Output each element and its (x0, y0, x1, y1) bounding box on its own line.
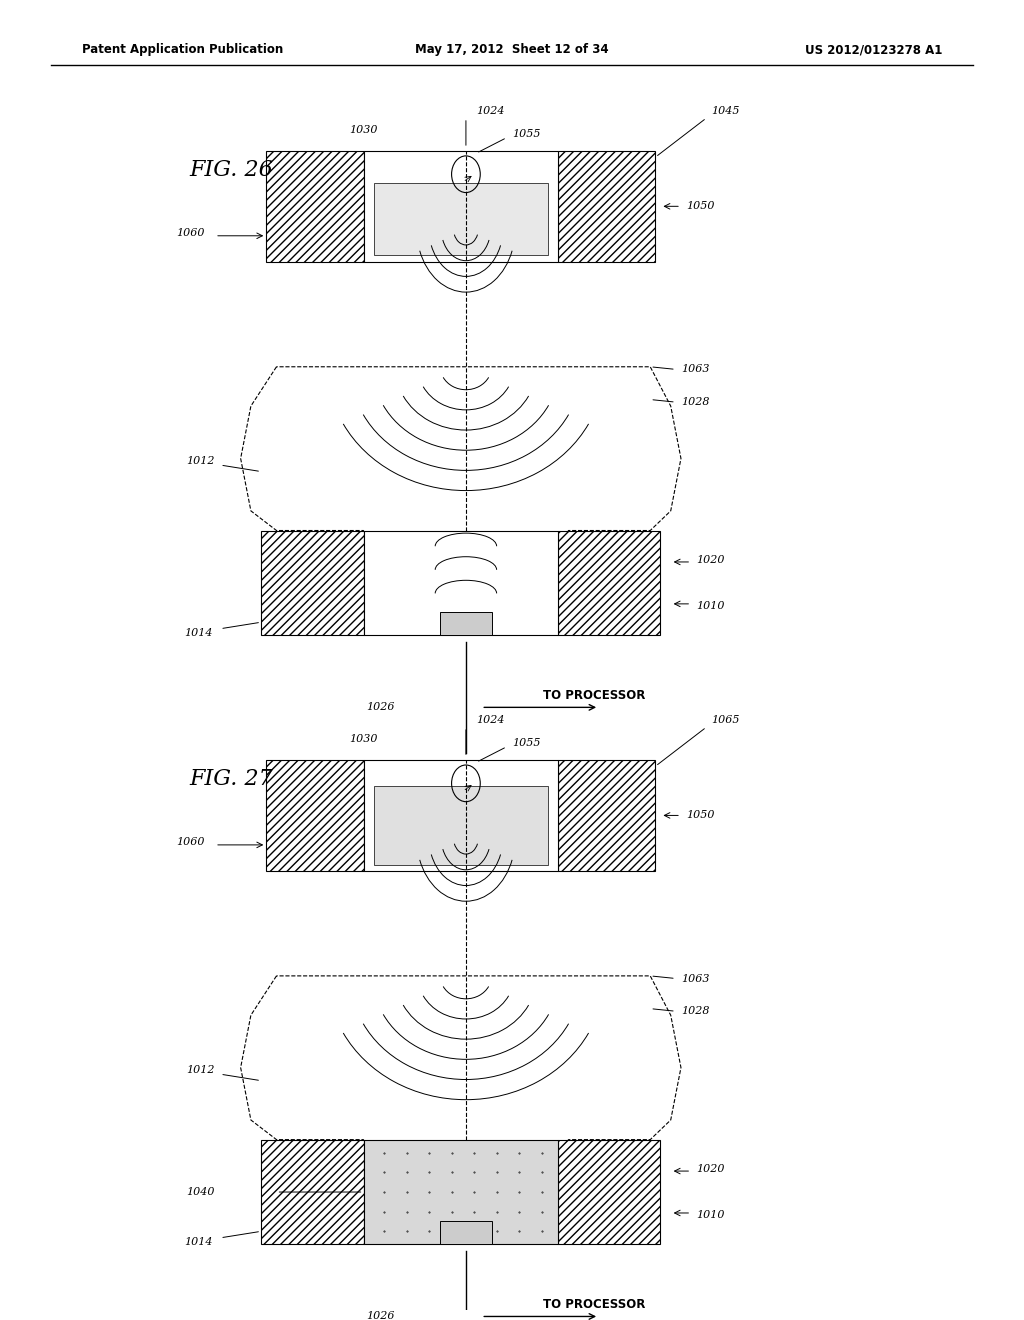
Text: 1014: 1014 (184, 628, 213, 638)
Text: TO PROCESSOR: TO PROCESSOR (543, 1298, 645, 1311)
Text: May 17, 2012  Sheet 12 of 34: May 17, 2012 Sheet 12 of 34 (415, 44, 609, 57)
Text: 1028: 1028 (681, 1006, 710, 1016)
Text: 1010: 1010 (696, 1210, 725, 1220)
Text: Patent Application Publication: Patent Application Publication (82, 44, 284, 57)
Text: 1014: 1014 (184, 1237, 213, 1247)
Text: 1030: 1030 (349, 125, 378, 135)
Bar (374, 785, 548, 865)
Text: 1060: 1060 (176, 837, 205, 847)
Text: 1012: 1012 (186, 1065, 215, 1076)
Text: 1026: 1026 (366, 1312, 394, 1320)
Polygon shape (241, 367, 681, 537)
Bar (266, 760, 364, 871)
Bar (558, 531, 660, 635)
Bar (364, 760, 558, 871)
Text: FIG. 27: FIG. 27 (189, 768, 273, 791)
Bar (558, 150, 655, 261)
Text: 1024: 1024 (476, 715, 505, 726)
Text: 1028: 1028 (681, 397, 710, 407)
Text: 1050: 1050 (686, 202, 715, 211)
Text: 1065: 1065 (712, 715, 740, 726)
Bar (364, 1139, 558, 1245)
Bar (364, 150, 558, 261)
Text: 1040: 1040 (186, 1187, 215, 1197)
Bar (558, 760, 655, 871)
Polygon shape (241, 975, 681, 1146)
Bar (374, 183, 548, 256)
Text: TO PROCESSOR: TO PROCESSOR (543, 689, 645, 702)
Text: 1055: 1055 (512, 738, 541, 747)
Text: 1010: 1010 (696, 601, 725, 611)
Text: 1063: 1063 (681, 974, 710, 983)
Text: 1045: 1045 (712, 107, 740, 116)
Bar (558, 1139, 660, 1245)
Bar (266, 150, 364, 261)
Text: 1055: 1055 (512, 128, 541, 139)
Text: 1030: 1030 (349, 734, 378, 744)
Text: 1060: 1060 (176, 228, 205, 238)
Text: US 2012/0123278 A1: US 2012/0123278 A1 (805, 44, 942, 57)
Text: 1024: 1024 (476, 107, 505, 116)
Text: 1012: 1012 (186, 457, 215, 466)
Text: 1020: 1020 (696, 1164, 725, 1173)
Bar (440, 611, 492, 635)
Text: 1026: 1026 (366, 702, 394, 713)
Text: 1063: 1063 (681, 364, 710, 375)
Text: 1050: 1050 (686, 810, 715, 821)
Text: 1020: 1020 (696, 554, 725, 565)
Bar (261, 531, 364, 635)
Text: FIG. 26: FIG. 26 (189, 160, 273, 181)
Bar (440, 1221, 492, 1245)
Bar (364, 531, 558, 635)
Bar (261, 1139, 364, 1245)
